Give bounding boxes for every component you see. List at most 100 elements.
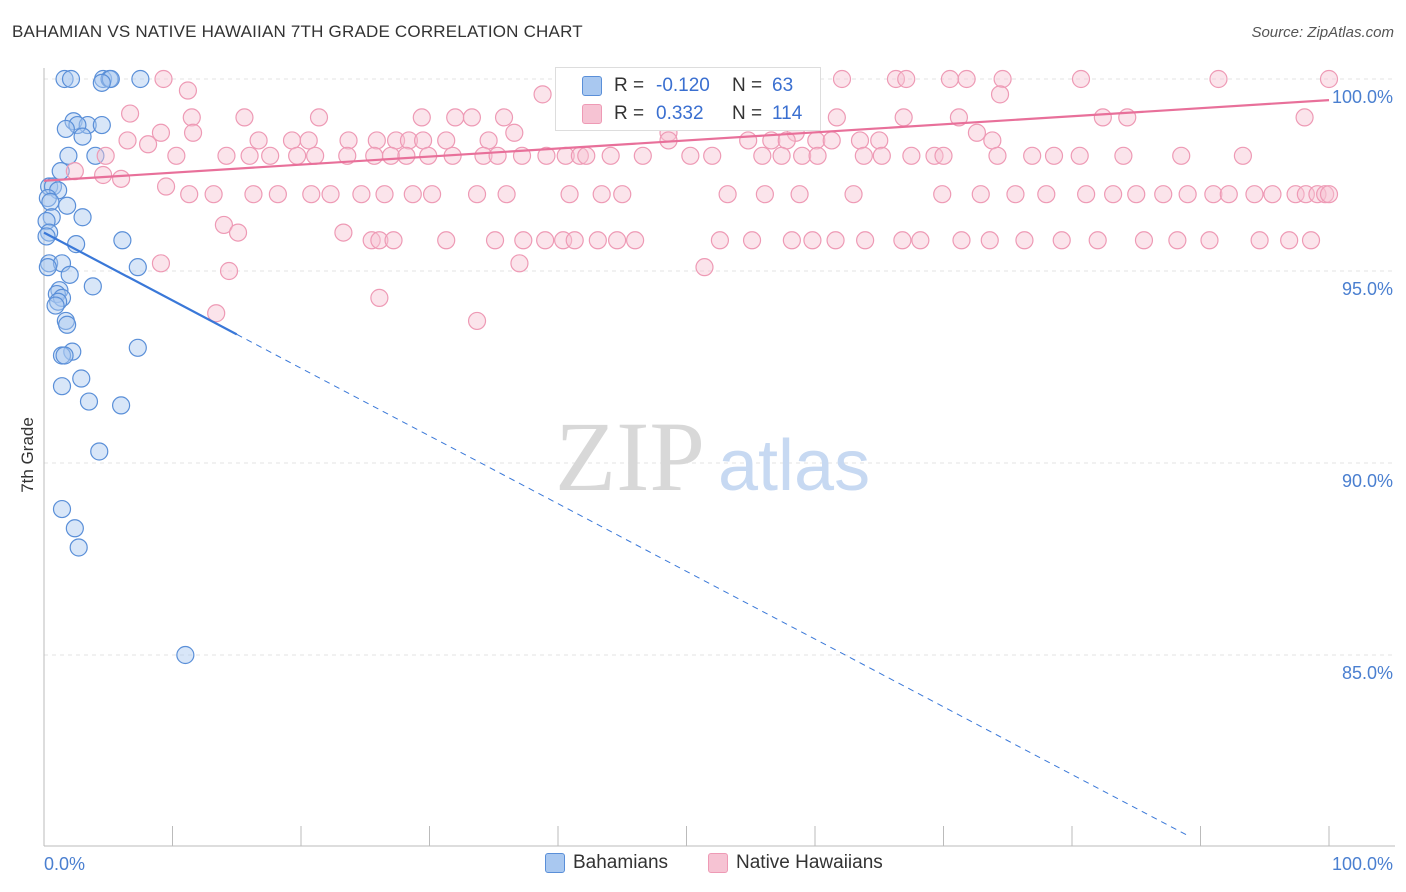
native-hawaiian-point	[1245, 185, 1264, 204]
native-hawaiian-point	[1316, 185, 1335, 204]
native-hawaiian-point	[742, 231, 762, 250]
native-hawaiian-point	[536, 231, 555, 250]
native-hawaiian-point	[479, 131, 498, 150]
native-hawaiian-point	[154, 69, 173, 89]
native-hawaiian-point	[608, 231, 627, 250]
stats-n-label: N =	[732, 103, 763, 124]
native-hawaiian-point	[822, 131, 841, 150]
native-hawaiian-point	[793, 146, 812, 165]
native-hawaiian-point	[934, 146, 953, 165]
source-label: Source: ZipAtlas.com	[1251, 24, 1394, 41]
x-tick-label: 100.0%	[1332, 854, 1393, 874]
bahamian-point	[131, 69, 150, 89]
native-hawaiian-point	[514, 231, 533, 250]
bahamian-point	[55, 346, 74, 365]
native-hawaiian-point	[1015, 231, 1034, 250]
bahamian-point	[52, 377, 72, 396]
native-hawaiian-point	[467, 185, 487, 204]
native-hawaiian-point	[1301, 231, 1321, 250]
bahamian-point	[59, 146, 78, 165]
native-hawaiian-point	[204, 185, 223, 204]
bahamian-point	[58, 315, 77, 334]
native-hawaiian-point	[375, 185, 394, 204]
native-hawaiian-point	[1071, 69, 1091, 89]
stats-r-value: -0.120	[656, 75, 710, 96]
y-tick-label: 85.0%	[1342, 663, 1393, 683]
native-hawaiian-point	[249, 131, 268, 150]
native-hawaiian-point	[362, 231, 381, 250]
native-hawaiian-point	[321, 185, 340, 204]
bahamian-point	[79, 392, 99, 411]
bahamian-point	[40, 177, 59, 196]
native-hawaiian-point	[1023, 146, 1042, 165]
native-hawaiian-point	[1070, 146, 1089, 165]
native-hawaiian-point	[826, 231, 845, 250]
native-hawaiian-point	[334, 223, 353, 242]
native-hawaiian-point	[497, 185, 516, 204]
bahamian-point	[46, 296, 65, 315]
legend-swatch-blue	[545, 853, 565, 873]
native-hawaiian-point	[897, 69, 916, 89]
native-hawaiian-point	[219, 261, 239, 281]
native-hawaiian-trend-line	[43, 99, 1330, 182]
native-hawaiian-point	[1200, 231, 1219, 250]
native-hawaiian-point	[1204, 185, 1223, 204]
watermark: ZIP atlas	[555, 401, 870, 512]
native-hawaiian-point	[782, 231, 801, 250]
native-hawaiian-point	[718, 185, 737, 204]
native-hawaiian-point	[244, 185, 263, 204]
bahamian-point	[56, 119, 75, 139]
stats-row-bahamians: R = -0.120 N = 63	[556, 72, 820, 100]
native-hawaiian-point	[352, 185, 371, 204]
native-hawaiian-point	[384, 231, 403, 250]
native-hawaiian-point	[462, 108, 482, 127]
native-hawaiian-point	[537, 146, 556, 165]
bahamian-point	[101, 69, 120, 89]
native-hawaiian-point	[790, 185, 809, 204]
native-hawaiian-point	[1088, 231, 1107, 250]
native-hawaiian-point	[94, 165, 113, 185]
bahamian-point	[68, 115, 87, 135]
native-hawaiian-point	[437, 231, 456, 250]
native-hawaiian-point	[217, 146, 236, 165]
watermark-zip: ZIP	[555, 401, 705, 512]
bahamian-point	[37, 227, 56, 246]
legend-label: Bahamians	[573, 852, 669, 873]
native-hawaiian-point	[485, 231, 505, 250]
native-hawaiian-point	[1280, 231, 1299, 250]
native-hawaiian-point	[681, 146, 700, 165]
native-hawaiian-point	[983, 131, 1002, 150]
stats-swatch-pink	[582, 104, 602, 124]
native-hawaiian-point	[601, 146, 620, 165]
native-hawaiian-point	[753, 146, 772, 165]
native-hawaiian-point	[156, 177, 176, 196]
native-hawaiian-point	[494, 108, 514, 127]
native-hawaiian-point	[120, 104, 140, 123]
native-hawaiian-point	[902, 146, 921, 165]
native-hawaiian-point	[1319, 185, 1339, 204]
bahamian-point	[37, 211, 56, 231]
bahamian-point	[176, 645, 195, 665]
native-hawaiian-point	[1219, 185, 1238, 204]
native-hawaiian-point	[138, 135, 158, 154]
native-hawaiian-point	[911, 231, 930, 250]
native-hawaiian-point	[1044, 146, 1064, 165]
legend-item-bahamians[interactable]: Bahamians	[545, 852, 668, 874]
y-tick-label: 90.0%	[1342, 471, 1393, 491]
native-hawaiian-point	[703, 146, 722, 165]
bahamian-point	[83, 277, 102, 296]
native-hawaiian-point	[755, 185, 774, 204]
stats-r-label: R =	[614, 75, 645, 96]
bahamian-point	[65, 519, 84, 538]
bahamian-point	[78, 115, 97, 135]
native-hawaiian-point	[1134, 231, 1154, 250]
chart-title: BAHAMIAN VS NATIVE HAWAIIAN 7TH GRADE CO…	[12, 22, 583, 41]
native-hawaiian-point	[856, 231, 875, 250]
bahamian-point	[86, 146, 105, 165]
legend-item-native-hawaiians[interactable]: Native Hawaiians	[708, 852, 883, 874]
native-hawaiian-point	[1077, 185, 1096, 204]
native-hawaiian-point	[178, 81, 198, 100]
native-hawaiian-point	[467, 311, 487, 331]
native-hawaiian-point	[560, 185, 579, 204]
native-hawaiian-point	[413, 131, 433, 150]
